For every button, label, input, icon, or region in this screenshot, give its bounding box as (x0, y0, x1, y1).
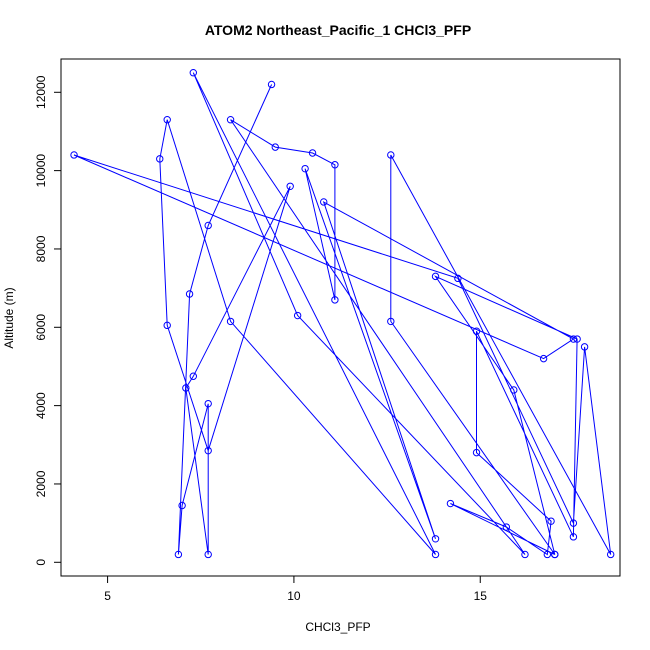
data-point (569, 335, 578, 343)
data-point (502, 523, 511, 531)
data-point (551, 550, 559, 559)
data-point (189, 372, 197, 380)
data-point (178, 501, 186, 510)
data-point (521, 550, 529, 559)
data-point (580, 343, 589, 351)
data-point (226, 116, 235, 124)
data-point (539, 354, 548, 363)
data-point (569, 519, 578, 527)
data-point (174, 550, 183, 559)
data-point (156, 155, 164, 163)
y-axis-label: Altitude (m) (2, 287, 16, 348)
data-point (320, 198, 328, 206)
data-point (431, 272, 440, 281)
data-point (267, 80, 276, 89)
y-tick-label: 12000 (34, 75, 48, 109)
data-point (472, 448, 481, 457)
data-point (226, 317, 235, 326)
y-tick-label: 0 (34, 559, 48, 566)
series-line (73, 72, 612, 556)
data-point (472, 327, 481, 335)
data-point (543, 550, 552, 559)
data-point (547, 517, 555, 525)
data-point (387, 317, 395, 326)
x-tick-label: 15 (474, 589, 488, 603)
x-tick-label: 5 (104, 589, 111, 603)
data-point (204, 399, 212, 408)
data-point (454, 274, 462, 283)
data-point (387, 151, 395, 159)
x-tick-label: 10 (287, 589, 301, 603)
data-point (163, 116, 171, 124)
data-point (573, 335, 581, 343)
data-point (163, 321, 171, 330)
data-point (293, 311, 302, 320)
data-point (431, 535, 440, 543)
data-point (182, 384, 190, 392)
data-point (569, 533, 578, 541)
data-point (271, 143, 279, 151)
chart-title: ATOM2 Northeast_Pacific_1 CHCl3_PFP (205, 22, 471, 38)
data-point (431, 550, 440, 559)
data-point (189, 69, 197, 77)
series-layer (70, 69, 615, 559)
y-tick-label: 10000 (34, 154, 48, 188)
y-axis: 0 2000 4000 6000 8000 10000 12000 (34, 75, 62, 566)
y-tick-label: 2000 (34, 470, 48, 497)
x-axis-label: CHCl3_PFP (305, 620, 370, 634)
y-tick-label: 4000 (34, 392, 48, 419)
plot-frame (60, 58, 621, 577)
x-axis: 5 10 15 (104, 575, 488, 603)
data-point (204, 221, 212, 230)
data-point (510, 386, 518, 394)
data-point (70, 151, 78, 159)
y-tick-label: 6000 (34, 314, 48, 341)
y-tick-label: 8000 (34, 235, 48, 262)
data-point (204, 446, 212, 455)
data-point (286, 182, 294, 190)
data-point (606, 550, 615, 559)
data-point (204, 550, 212, 559)
data-point (331, 161, 339, 169)
data-point (446, 499, 455, 508)
data-point (308, 149, 317, 157)
data-point (301, 164, 309, 173)
data-point (331, 296, 339, 304)
data-point (185, 290, 194, 298)
